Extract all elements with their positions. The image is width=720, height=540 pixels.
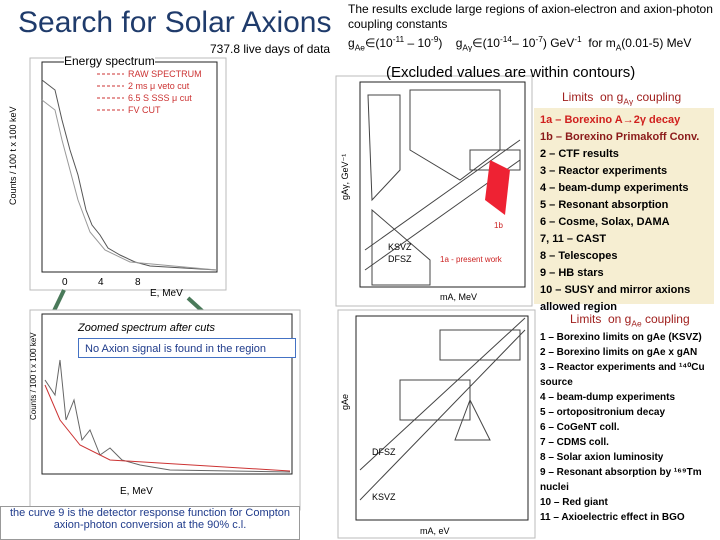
annotation: DFSZ <box>388 254 412 264</box>
subtitle: 737.8 live days of data <box>210 42 331 56</box>
list-item: 1a – Borexino A→2γ decay <box>540 114 681 126</box>
list-item: 8 – Telescopes <box>540 250 618 262</box>
list-item: 4 – beam-dump experiments <box>540 182 689 194</box>
axis-label: Counts / 100 t x 100 keV <box>8 106 18 205</box>
finding-box: No Axion signal is found in the region <box>78 338 296 358</box>
spectrum-curve <box>41 99 218 271</box>
tick-label: 0 <box>62 277 68 288</box>
zoom-label: Zoomed spectrum after cuts <box>78 322 215 334</box>
spectrum-plot <box>29 57 227 291</box>
results-formula: gAe∈(10-11 – 10-9) gAγ∈(10-14– 10-7) GeV… <box>348 32 718 55</box>
text-segment: (0.01-5) MeV <box>621 36 692 50</box>
text-segment: -7 <box>535 34 543 44</box>
electron-plot <box>337 309 536 539</box>
list-item: 7, 11 – CAST <box>540 233 607 245</box>
tick-label: 8 <box>135 277 141 288</box>
text-segment: coupling <box>641 312 690 326</box>
text-segment: -11 <box>392 34 405 44</box>
list-item: 1b – Borexino Primakoff Conv. <box>540 131 700 143</box>
list-item: 2 – Borexino limits on gAe x gAN <box>540 347 698 358</box>
electron-list: 1 – Borexino limits on gAe (KSVZ) 2 – Bor… <box>540 330 718 525</box>
spectrum-legend: RAW SPECTRUM 2 ms μ veto cut 6.5 S SSS μ… <box>128 68 202 116</box>
axis-label: Counts / 100 t x 100 keV <box>29 332 38 420</box>
text-segment: ∈(10 <box>472 36 500 50</box>
axis-label: gAe <box>340 394 350 410</box>
list-item: 7 – CDMS coll. <box>540 437 609 448</box>
electron-frame <box>355 315 529 521</box>
text-segment: Limits on g <box>562 90 624 104</box>
axis-label: E, MeV <box>120 486 153 497</box>
list-item: 3 – Reactor experiments and ¹⁴⁰Cu source <box>540 362 705 388</box>
axis-label: gAγ, GeV⁻¹ <box>340 154 350 200</box>
annotation: KSVZ <box>372 492 396 502</box>
list-item: 9 – HB stars <box>540 267 604 279</box>
photon-panel-title: Limits on gAγ coupling <box>562 90 681 106</box>
list-item: 3 – Reactor experiments <box>540 165 668 177</box>
results: The results exclude large regions of axi… <box>348 2 718 55</box>
excluded-region <box>485 160 510 215</box>
text-segment: Aγ <box>623 96 634 107</box>
list-item: 6 – CoGeNT coll. <box>540 422 620 433</box>
axis-label: mA, MeV <box>440 292 477 302</box>
axis-label: E, MeV <box>150 288 183 299</box>
axis-label: mA, eV <box>420 526 450 536</box>
zoom-fit <box>44 384 291 472</box>
legend-entry: FV CUT <box>128 105 161 115</box>
electron-panel-title: Limits on gAe coupling <box>570 312 690 328</box>
zoom-frame <box>41 313 293 475</box>
list-item: 9 – Resonant absorption by ¹⁶⁹Tm nuclei <box>540 467 702 493</box>
text-segment: ) GeV <box>542 36 575 50</box>
list-item: 8 – Solar axion luminosity <box>540 452 664 463</box>
results-text: The results exclude large regions of axi… <box>348 2 713 31</box>
text-segment: Ae <box>354 42 365 53</box>
list-item: 5 – ortopositronium decay <box>540 407 666 418</box>
list-item: 10 – SUSY and mirror axions allowed regi… <box>540 284 691 313</box>
annotation: 1a - present work <box>440 255 503 264</box>
list-item: 5 – Resonant absorption <box>540 199 669 211</box>
spectrum-label: Energy spectrum <box>64 54 155 68</box>
text-segment: -14 <box>499 34 513 44</box>
list-item: 1 – Borexino limits on gAe (KSVZ) <box>540 332 702 343</box>
list-item: 6 – Cosme, Solax, DAMA <box>540 216 670 228</box>
list-item: 2 – CTF results <box>540 148 619 160</box>
text-segment: Ae <box>631 318 642 329</box>
text-segment: Limits on g <box>570 312 632 326</box>
annotation: KSVZ <box>388 242 412 252</box>
zoom-curve <box>44 359 291 473</box>
text-segment: -1 <box>574 34 582 44</box>
electron-contours <box>359 317 526 501</box>
text-segment: Aγ <box>462 42 473 53</box>
annotation: 1b <box>494 221 503 230</box>
photon-frame <box>359 81 526 288</box>
text-segment: -9 <box>430 34 439 44</box>
text-segment: coupling <box>633 90 682 104</box>
annotation: DFSZ <box>372 447 396 457</box>
legend-entry: RAW SPECTRUM <box>128 69 202 79</box>
legend-entry: 2 ms μ veto cut <box>128 81 190 91</box>
photon-list: 1a – Borexino A→2γ decay 1b – Borexino Pr… <box>540 112 712 316</box>
text-segment: ) g <box>438 36 463 50</box>
text-segment: ∈(10 <box>364 36 393 50</box>
tick-label: 4 <box>98 277 104 288</box>
legend-lines <box>97 73 124 111</box>
title: Search for Solar Axions <box>18 6 332 39</box>
text-segment: – 10 <box>512 36 536 50</box>
text-segment: – 10 <box>404 36 431 50</box>
results-note: (Excluded values are within contours) <box>386 64 636 81</box>
photon-list-bg <box>534 108 714 304</box>
text-segment: g <box>348 36 355 50</box>
list-item: 11 – Axioelectric effect in BGO <box>540 512 685 523</box>
legend-entry: 6.5 S SSS μ cut <box>128 93 192 103</box>
text-segment: A <box>615 42 622 53</box>
text-segment: for m <box>581 36 616 50</box>
list-item: 10 – Red giant <box>540 497 608 508</box>
footnote: the curve 9 is the detector response fun… <box>0 506 300 540</box>
list-item: 4 – beam-dump experiments <box>540 392 676 403</box>
